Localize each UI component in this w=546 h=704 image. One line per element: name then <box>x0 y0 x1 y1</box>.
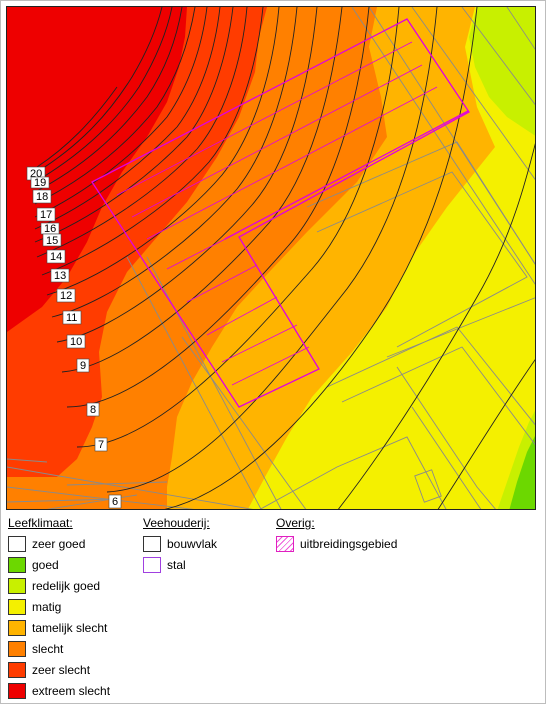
swatch-zeer-goed <box>8 535 26 552</box>
legend-item-zeer-slecht: zeer slecht <box>8 661 110 678</box>
legend-label: slecht <box>32 641 64 656</box>
swatch-extreem-slecht <box>8 682 26 699</box>
contour-label-10: 10 <box>66 334 86 349</box>
legend-title-leefklimaat: Leefklimaat: <box>8 516 73 530</box>
swatch-bouwvlak <box>143 535 161 552</box>
legend-label: tamelijk slecht <box>32 620 108 635</box>
legend-veehouderij: Veehouderij: bouwvlak stal <box>143 516 217 577</box>
svg-text:6: 6 <box>112 496 118 508</box>
odour-contours <box>34 7 535 509</box>
svg-text:11: 11 <box>66 312 77 324</box>
legend-label: uitbreidingsgebied <box>300 536 398 551</box>
legend-leefklimaat: Leefklimaat: zeer goed goed redelijk goe… <box>8 516 110 703</box>
legend-item-zeer-goed: zeer goed <box>8 535 110 552</box>
legend-label: bouwvlak <box>167 536 218 551</box>
contour-label-17: 17 <box>36 207 56 222</box>
contour-label-8: 8 <box>86 402 100 417</box>
contour-label-7: 7 <box>94 437 108 452</box>
contour-label-13: 13 <box>50 268 70 283</box>
zone-redelijk-goed <box>469 7 535 136</box>
swatch-uitbreidingsgebied <box>276 535 294 552</box>
legend-label: matig <box>32 599 62 614</box>
legend-item-tamelijk-slecht: tamelijk slecht <box>8 619 110 636</box>
swatch-matig <box>8 598 26 615</box>
legend-label: redelijk goed <box>32 578 101 593</box>
legend-item-uitbreidingsgebied: uitbreidingsgebied <box>276 535 397 552</box>
contour-label-14: 14 <box>46 249 66 264</box>
legend-label: goed <box>32 557 59 572</box>
svg-text:10: 10 <box>70 336 82 348</box>
legend-item-stal: stal <box>143 556 217 573</box>
svg-text:7: 7 <box>98 439 104 451</box>
legend-item-goed: goed <box>8 556 110 573</box>
legend-item-extreem-slecht: extreem slecht <box>8 682 110 699</box>
svg-text:12: 12 <box>60 290 72 302</box>
svg-text:18: 18 <box>36 191 48 203</box>
svg-text:8: 8 <box>90 404 96 416</box>
legend-item-slecht: slecht <box>8 640 110 657</box>
svg-text:16: 16 <box>44 223 56 235</box>
stal-outlines <box>91 18 470 408</box>
svg-text:9: 9 <box>80 360 86 372</box>
legend-item-matig: matig <box>8 598 110 615</box>
odour-contour-map[interactable]: 20 19 18 17 16 15 14 13 12 11 10 9 <box>6 6 536 510</box>
swatch-stal <box>143 556 161 573</box>
svg-text:13: 13 <box>54 270 66 282</box>
legend-title-overig: Overig: <box>276 516 315 530</box>
contour-label-19: 19 <box>30 176 50 189</box>
contour-label-12: 12 <box>56 288 76 303</box>
legend-label: extreem slecht <box>32 683 111 698</box>
svg-text:14: 14 <box>50 251 62 263</box>
svg-text:17: 17 <box>40 209 52 221</box>
swatch-zeer-slecht <box>8 661 26 678</box>
legend-label: zeer goed <box>32 536 86 551</box>
contour-label-9: 9 <box>76 358 90 373</box>
swatch-goed <box>8 556 26 573</box>
swatch-slecht <box>8 640 26 657</box>
contour-label-6: 6 <box>108 494 122 509</box>
legend-title-veehouderij: Veehouderij: <box>143 516 210 530</box>
swatch-tamelijk-slecht <box>8 619 26 636</box>
zone-goed <box>509 436 535 509</box>
contour-label-18: 18 <box>32 189 52 204</box>
swatch-redelijk-goed <box>8 577 26 594</box>
legend-label: zeer slecht <box>32 662 91 677</box>
contour-label-15: 15 <box>42 233 62 247</box>
legend-overig: Overig: uitbreidingsgebied <box>276 516 397 556</box>
svg-text:15: 15 <box>46 235 58 247</box>
legend-item-redelijk-goed: redelijk goed <box>8 577 110 594</box>
svg-text:19: 19 <box>34 177 46 189</box>
contour-label-11: 11 <box>62 310 82 325</box>
legend-item-bouwvlak: bouwvlak <box>143 535 217 552</box>
contour-label-16: 16 <box>40 222 60 235</box>
legend-label: stal <box>167 557 186 572</box>
